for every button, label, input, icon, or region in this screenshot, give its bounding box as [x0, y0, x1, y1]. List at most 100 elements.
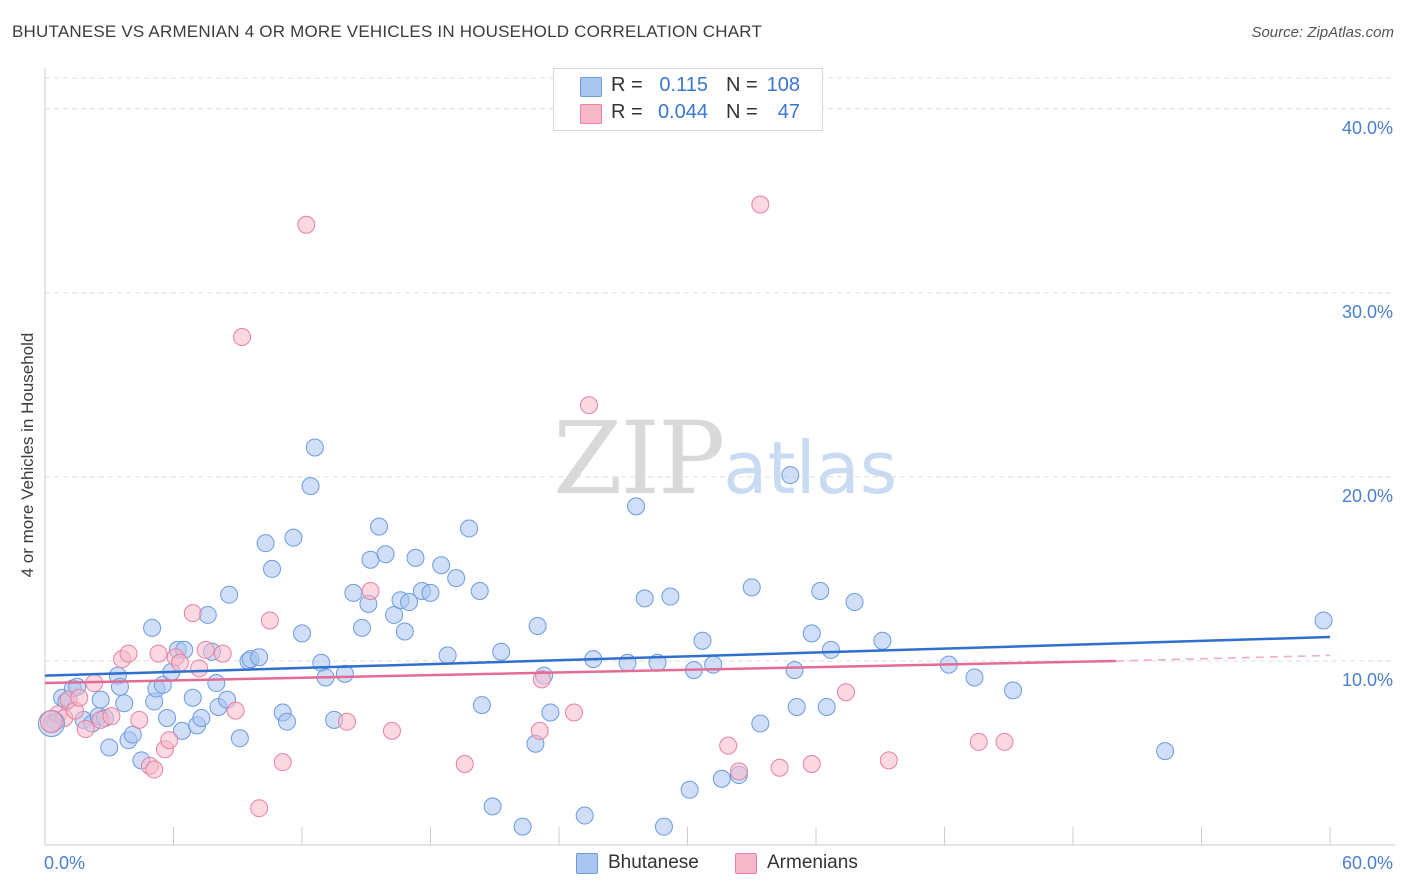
chart-title: BHUTANESE VS ARMENIAN 4 OR MORE VEHICLES…: [12, 22, 763, 41]
legend-n-label: N =: [726, 101, 758, 123]
bhutanese-point: [712, 769, 731, 788]
armenians-point: [455, 755, 474, 774]
armenians-point: [532, 670, 551, 689]
bhutanese-point: [470, 582, 489, 601]
armenians-point: [579, 396, 598, 415]
bhutanese-point: [284, 528, 303, 547]
armenians-point: [149, 644, 168, 663]
y-tick-label: 20.0%: [1342, 486, 1393, 506]
bhutanese-point: [627, 497, 646, 516]
bhutanese-point: [460, 519, 479, 538]
series-swatch-bhutanese: [576, 853, 598, 874]
armenians-point: [70, 688, 89, 707]
legend-swatch-bhutanese: [580, 77, 602, 97]
bhutanese-point: [873, 631, 892, 650]
bhutanese-point: [811, 582, 830, 601]
armenians-trend-line: [44, 659, 1116, 685]
bhutanese-point: [115, 694, 134, 713]
bhutanese-point: [438, 646, 457, 665]
armenians-point: [226, 701, 245, 720]
bhutanese-point: [395, 622, 414, 641]
armenians-point: [995, 732, 1014, 751]
armenians-point: [102, 707, 121, 726]
bhutanese-point: [693, 631, 712, 650]
series-label-bhutanese: Bhutanese: [608, 852, 699, 873]
bhutanese-point: [483, 797, 502, 816]
bhutanese-point: [845, 593, 864, 612]
armenians-point: [145, 760, 164, 779]
bhutanese-point: [198, 605, 217, 624]
armenians-point: [770, 758, 789, 777]
legend-r-value: 0.044: [657, 101, 708, 123]
bhutanese-point: [575, 806, 594, 825]
y-tick-label: 10.0%: [1342, 670, 1393, 690]
armenians-point: [297, 215, 316, 234]
armenians-point: [361, 582, 380, 601]
legend-swatch-armenians: [580, 104, 602, 124]
watermark: ZIPatlas: [553, 400, 897, 517]
y-tick-label: 40.0%: [1342, 118, 1393, 138]
x-tick-label: 60.0%: [1342, 853, 1393, 873]
armenians-point: [183, 604, 202, 623]
series-swatch-armenians: [735, 853, 757, 874]
bhutanese-point: [207, 674, 226, 693]
bhutanese-point: [256, 534, 275, 553]
bhutanese-point: [305, 438, 324, 457]
bhutanese-point: [541, 703, 560, 722]
armenians-point: [190, 659, 209, 678]
bhutanese-point: [421, 583, 440, 602]
bhutanese-point: [278, 712, 297, 731]
bhutanese-point: [432, 556, 451, 575]
bhutanese-point: [344, 583, 363, 602]
bhutanese-point: [492, 642, 511, 661]
legend-n-value: 47: [777, 101, 800, 123]
legend-r-label: R =: [611, 101, 643, 123]
bhutanese-point: [472, 696, 491, 715]
bhutanese-point: [183, 688, 202, 707]
bhutanese-point: [220, 585, 239, 604]
bhutanese-point: [263, 559, 282, 578]
legend-r-value: 0.115: [659, 74, 708, 96]
bhutanese-point: [751, 714, 770, 733]
bhutanese-point: [192, 709, 211, 728]
armenians-point: [213, 644, 232, 663]
legend-r-label: R =: [611, 74, 643, 96]
armenians-point: [39, 710, 63, 734]
armenians-trend-extension: [1115, 654, 1331, 662]
armenians-point: [530, 721, 549, 740]
watermark-zip: ZIP: [553, 400, 725, 517]
armenians-point: [337, 712, 356, 731]
bhutanese-point: [781, 466, 800, 485]
series-label-armenians: Armenians: [767, 852, 858, 873]
bhutanese-point: [406, 548, 425, 567]
bhutanese-point: [301, 477, 320, 496]
bhutanese-point: [965, 668, 984, 687]
y-tick-label: 30.0%: [1342, 302, 1393, 322]
bhutanese-point: [528, 616, 547, 635]
bhutanese-point: [230, 729, 249, 748]
armenians-point: [260, 611, 279, 630]
bhutanese-point: [352, 618, 371, 637]
armenians-point: [382, 721, 401, 740]
armenians-point: [273, 753, 292, 772]
bhutanese-point: [376, 545, 395, 564]
bhutanese-point: [787, 697, 806, 716]
watermark-atlas: atlas: [723, 426, 898, 510]
armenians-point: [119, 644, 138, 663]
armenians-point: [160, 731, 179, 750]
legend-n-value: 108: [766, 74, 800, 96]
bhutanese-point: [447, 569, 466, 588]
armenians-point: [729, 762, 748, 781]
bhutanese-point: [1004, 681, 1023, 700]
bhutanese-point: [785, 661, 804, 680]
bhutanese-point: [654, 817, 673, 836]
bhutanese-point: [158, 709, 177, 728]
bhutanese-point: [91, 690, 110, 709]
armenians-point: [196, 640, 215, 659]
armenians-point: [564, 703, 583, 722]
bhutanese-point: [250, 648, 269, 667]
correlation-legend: R = 0.115 N = 108 R = 0.044 N = 47: [553, 68, 823, 131]
bhutanese-point: [143, 618, 162, 637]
bhutanese-point: [100, 738, 119, 757]
